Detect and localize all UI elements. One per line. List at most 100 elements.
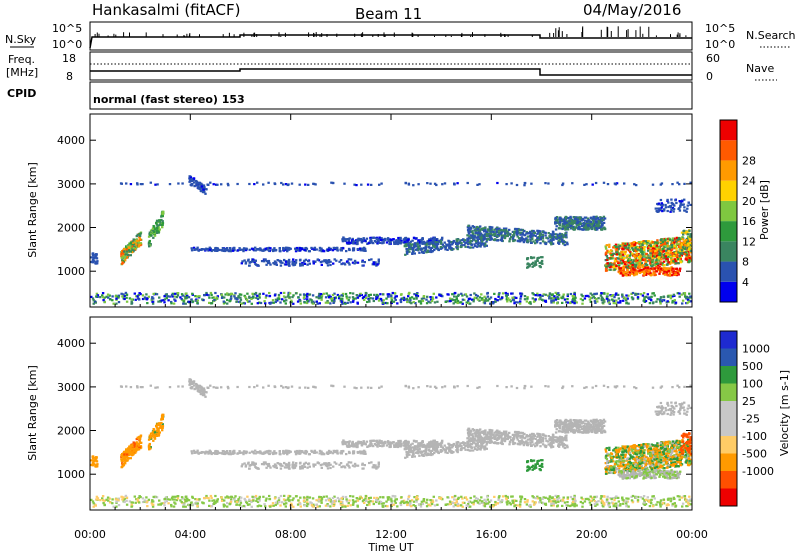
power-cell [677, 238, 680, 241]
power-cell [250, 302, 253, 305]
power-cell [422, 297, 425, 300]
power-cell [122, 252, 125, 255]
power-cell [564, 226, 568, 229]
power-cell [406, 300, 409, 304]
power-cell [456, 301, 459, 305]
nsky-bottom-tick: 10^0 [52, 38, 82, 51]
power-cell [372, 261, 375, 264]
power-cell [516, 235, 519, 238]
power-cell [356, 301, 359, 304]
power-cell [404, 298, 407, 301]
power-cell [218, 248, 221, 252]
power-cell [448, 244, 451, 247]
power-cell [307, 260, 310, 263]
power-cell [456, 299, 460, 302]
power-cell [425, 302, 429, 305]
power-cell [122, 248, 126, 251]
power-cell [301, 261, 304, 265]
power-cell [651, 258, 655, 261]
power-cell [105, 295, 108, 298]
power-cell [421, 251, 424, 254]
velocity-cell [639, 496, 643, 499]
power-cell [550, 235, 553, 238]
power-cell [624, 297, 627, 300]
power-cell [602, 298, 605, 301]
power-cell [678, 243, 681, 246]
power-cell [417, 239, 420, 242]
power-cell [525, 300, 529, 303]
cpid-panel-frame [89, 81, 693, 110]
power-cell [198, 295, 201, 298]
power-cell [439, 247, 443, 250]
power-cell [262, 260, 266, 263]
power-cell [345, 295, 348, 298]
power-cell [688, 229, 691, 232]
power-cell [124, 259, 127, 262]
power-cell [353, 183, 356, 186]
power-cell [435, 296, 438, 299]
power-cell [575, 221, 579, 224]
power-cell [622, 242, 625, 245]
power-cell [200, 182, 203, 185]
power-cell [335, 259, 338, 262]
power-cell [381, 301, 384, 304]
power-cell [351, 292, 355, 295]
power-cell [408, 246, 411, 249]
power-cell [369, 297, 372, 300]
power-cell [262, 292, 265, 295]
power-cell [315, 300, 318, 303]
power-cell [534, 294, 537, 297]
power-cell [299, 299, 302, 302]
power-cell [541, 240, 545, 243]
power-cell [474, 229, 477, 232]
power-cell [627, 302, 630, 305]
power-cell [559, 227, 562, 230]
power-cell [315, 248, 318, 251]
velocity-cell [569, 504, 572, 508]
power-cell [405, 252, 409, 255]
power-cell [665, 257, 668, 261]
velocity-cell [211, 499, 214, 502]
power-cell [681, 200, 684, 203]
power-cell [433, 246, 436, 249]
power-cell [676, 181, 679, 184]
power-cell [522, 229, 526, 233]
velocity-cell [186, 497, 189, 500]
power-cell [675, 262, 678, 265]
power-cell [440, 242, 443, 245]
power-cell [619, 267, 622, 270]
power-cell [649, 250, 652, 253]
velocity-cell [472, 501, 475, 504]
power-cell [303, 262, 307, 265]
power-cell [554, 297, 557, 300]
power-cell [299, 262, 302, 265]
power-cell [125, 300, 129, 303]
power-cell [619, 259, 622, 262]
power-cell [591, 224, 594, 227]
power-cell [642, 292, 646, 295]
power-cell [469, 226, 472, 229]
power-cell [613, 296, 616, 299]
power-cell [534, 263, 538, 266]
velocity-cell [631, 501, 634, 504]
velocity-cell [333, 499, 336, 503]
power-cell [673, 244, 676, 247]
power-cell [420, 238, 424, 241]
power-cell [645, 270, 648, 273]
velocity-cell [101, 497, 104, 500]
power-cell [245, 247, 248, 250]
power-cell [505, 295, 508, 298]
velocity-cell [615, 495, 618, 498]
velocity-cell [420, 500, 424, 503]
power-cell [382, 293, 385, 296]
power-cell [468, 235, 471, 238]
power-cell [197, 184, 200, 187]
power-cell [507, 231, 510, 234]
power-cell [530, 232, 534, 235]
power-cell [552, 297, 555, 300]
power-cell [558, 235, 561, 238]
power-cell [541, 237, 545, 240]
power-cell [511, 234, 515, 237]
power-cell [313, 182, 316, 186]
power-cell [638, 262, 641, 265]
